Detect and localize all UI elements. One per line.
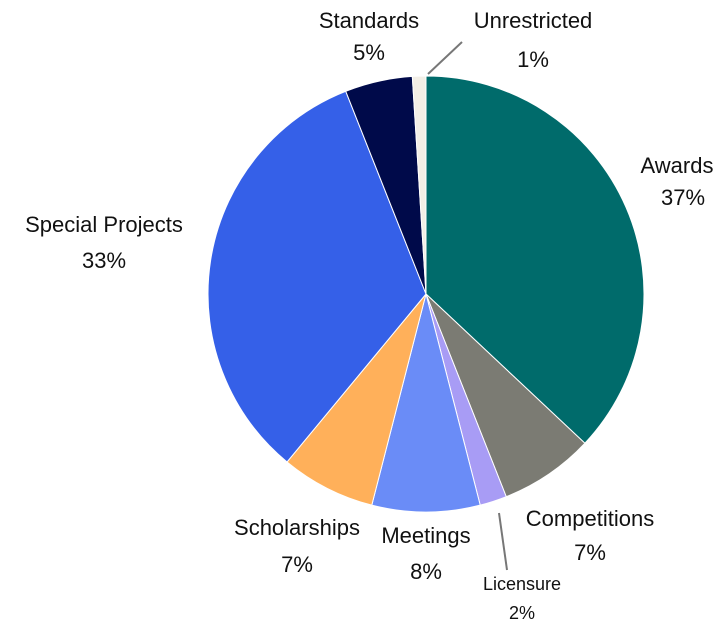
slice-value-label: 33% bbox=[82, 248, 126, 273]
slice-label: Special Projects bbox=[25, 212, 183, 237]
slice-value-label: 8% bbox=[410, 559, 442, 584]
slice-label: Awards bbox=[641, 153, 714, 178]
slice-value-label: 1% bbox=[517, 47, 549, 72]
slice-label: Scholarships bbox=[234, 515, 360, 540]
slice-value-label: 7% bbox=[574, 540, 606, 565]
pie-slice bbox=[411, 75, 427, 295]
slice-value-label: 37% bbox=[661, 185, 705, 210]
leader-line bbox=[427, 41, 463, 75]
slice-value-label: 7% bbox=[281, 552, 313, 577]
pie-slice bbox=[425, 75, 645, 444]
slice-label: Standards bbox=[319, 8, 419, 33]
slice-value-label: 5% bbox=[353, 40, 385, 65]
slice-label: Competitions bbox=[526, 506, 654, 531]
pie-slice bbox=[207, 90, 427, 463]
slice-label: Meetings bbox=[381, 523, 470, 548]
slice-value-label: 2% bbox=[509, 603, 535, 623]
leader-line bbox=[498, 512, 508, 571]
pie-slice bbox=[371, 293, 481, 513]
slice-label: Licensure bbox=[483, 574, 561, 594]
slice-label: Unrestricted bbox=[474, 8, 593, 33]
